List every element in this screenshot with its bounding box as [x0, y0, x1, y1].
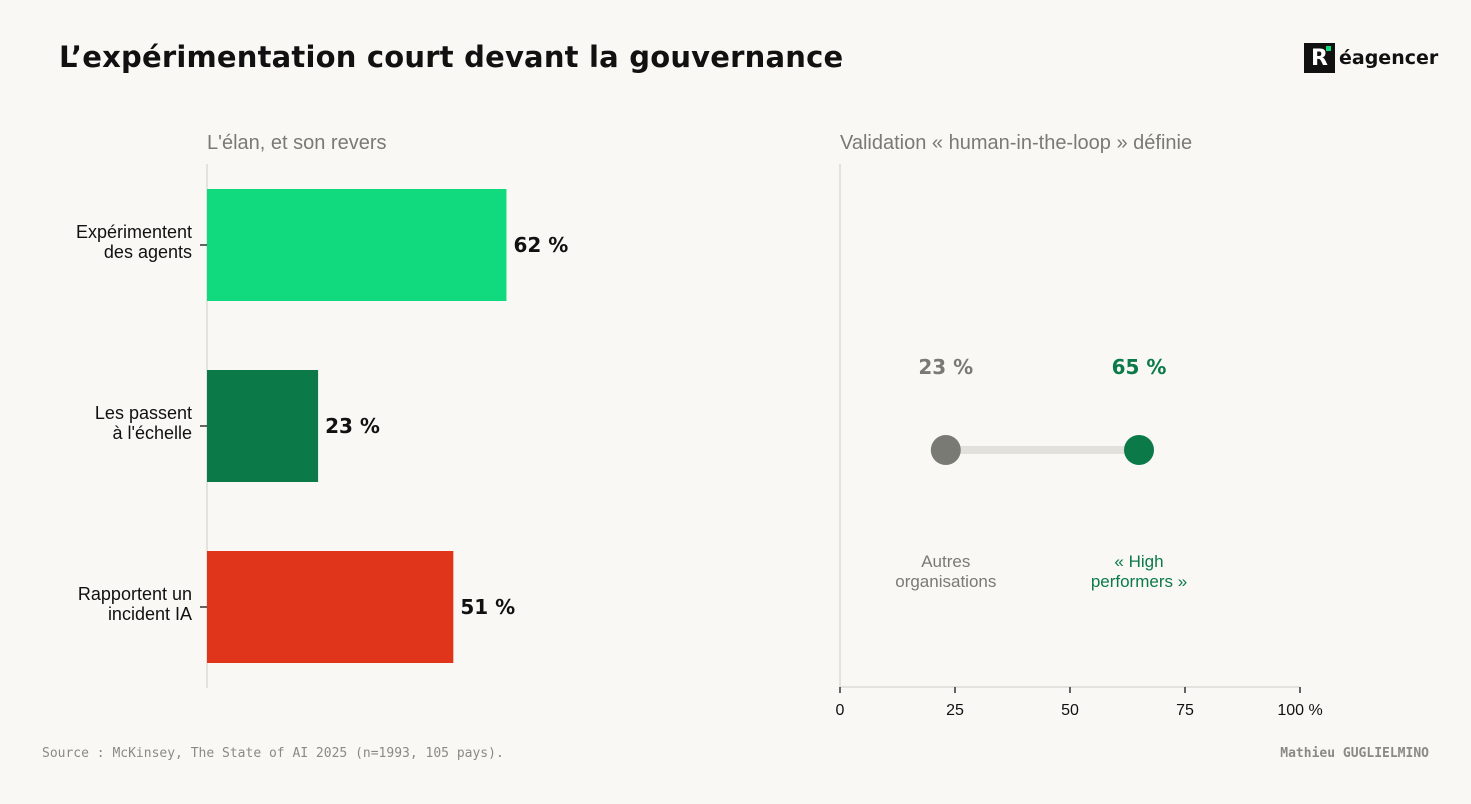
dumbbell-value-label-1: 23 %	[918, 355, 973, 379]
dumbbell-value-label-2: 65 %	[1112, 355, 1167, 379]
dumbbell-point-label-2-line-1: « High	[1114, 552, 1163, 571]
category-label-1-line-1: Expérimentent	[76, 222, 192, 242]
category-label-3-line-1: Rapportent un	[78, 584, 192, 604]
left-chart-title: L'élan, et son revers	[207, 132, 386, 154]
right-chart-title: Validation « human-in-the-loop » définie	[840, 132, 1192, 154]
dumbbell-point-label-2-line-2: performers »	[1091, 572, 1187, 591]
bar-2	[207, 370, 319, 482]
brand-dot	[1326, 46, 1331, 51]
bar-value-label-1: 62 %	[513, 233, 568, 257]
x-tick-label-4: 75	[1176, 702, 1194, 719]
dumbbell-point-label-1-line-2: organisations	[895, 572, 996, 591]
bar-value-label-3: 51 %	[460, 595, 515, 619]
x-tick-label-3: 50	[1061, 702, 1079, 719]
category-label-1-line-2: des agents	[104, 242, 192, 262]
brand-logo-mark: R	[1304, 43, 1335, 73]
category-label-3-line-2: incident IA	[108, 604, 192, 624]
category-label-2-line-2: à l'échelle	[113, 423, 193, 443]
page-title: L’expérimentation court devant la gouver…	[59, 40, 844, 74]
bar-3	[207, 551, 454, 663]
dumbbell-point-2	[1124, 435, 1154, 465]
dumbbell-point-label-1-line-1: Autres	[921, 552, 970, 571]
x-tick-label-2: 25	[946, 702, 964, 719]
brand-letter: R	[1311, 45, 1328, 71]
brand-logo: R éagencer	[1304, 43, 1438, 73]
x-tick-label-1: 0	[836, 702, 845, 719]
dumbbell-point-1	[930, 435, 961, 465]
x-tick-label-5: 100 %	[1277, 702, 1322, 719]
category-label-2-line-1: Les passent	[95, 403, 192, 423]
author-credit: Mathieu GUGLIELMINO	[1280, 746, 1429, 761]
bar-value-label-2: 23 %	[325, 414, 380, 438]
bar-1	[207, 189, 507, 301]
brand-text: éagencer	[1339, 47, 1439, 69]
source-note: Source : McKinsey, The State of AI 2025 …	[42, 746, 504, 761]
